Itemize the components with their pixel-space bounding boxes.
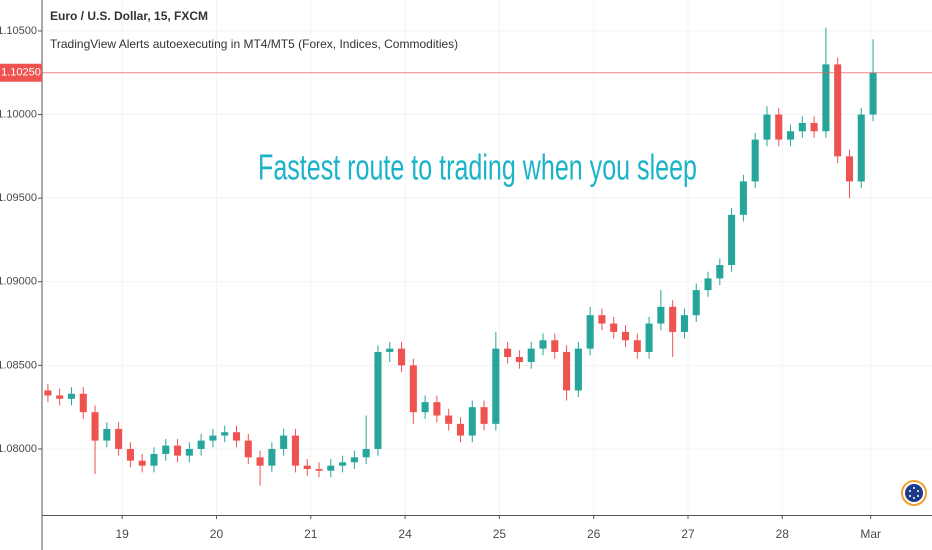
y-tick-label: 1.10000	[0, 108, 37, 120]
y-tick-label: 1.09500	[0, 192, 37, 204]
chart-title: Euro / U.S. Dollar, 15, FXCM	[50, 9, 208, 23]
candle-body	[787, 131, 795, 140]
candle-body	[551, 340, 559, 352]
y-tick-label: 1.09000	[0, 276, 37, 288]
candle-body	[680, 315, 688, 332]
candle-body	[174, 445, 182, 456]
candle-body	[563, 351, 571, 391]
candle-body	[610, 323, 618, 332]
candles	[42, 27, 932, 486]
candle-body	[798, 122, 806, 132]
x-tick-label: 24	[398, 527, 412, 541]
candle-body	[162, 445, 170, 454]
candle-body	[763, 114, 771, 140]
candle-body	[256, 457, 264, 466]
candle-body	[327, 465, 335, 471]
chart-subtitle: TradingView Alerts autoexecuting in MT4/…	[50, 37, 458, 51]
candle-body	[445, 415, 453, 424]
candle-body	[232, 432, 241, 441]
candle-body	[621, 331, 630, 341]
x-tick-label: 20	[210, 527, 224, 541]
candle-body	[834, 64, 842, 157]
candle-body	[492, 348, 500, 424]
x-tick-label: 19	[115, 527, 129, 541]
candle-body	[138, 460, 146, 466]
candle-body	[339, 462, 347, 466]
candle-body	[315, 469, 323, 471]
candle-body	[751, 139, 759, 182]
candle-body	[433, 402, 441, 416]
candle-body	[280, 435, 288, 449]
candle-body	[197, 440, 205, 449]
candle-body	[409, 365, 417, 413]
price-label-box	[0, 63, 42, 82]
x-tick-label: Mar	[860, 527, 881, 541]
candle-body	[221, 432, 229, 436]
candle-body	[633, 340, 641, 352]
candle-body	[209, 435, 217, 441]
annotation: Fastest route to trading when you sleep	[258, 147, 697, 188]
candle-body	[150, 453, 158, 466]
candle-body	[586, 315, 594, 349]
candle-body	[869, 72, 877, 115]
candle-body	[822, 64, 830, 132]
x-tick-label: 28	[776, 527, 790, 541]
candle-body	[574, 348, 582, 391]
x-tick-label: 27	[681, 527, 695, 541]
candle-body	[185, 448, 193, 456]
logo-icon	[901, 480, 927, 506]
candle-body	[845, 156, 854, 182]
candle-body	[539, 340, 547, 349]
candle-body	[44, 390, 52, 396]
candle-body	[56, 395, 64, 399]
candle-body	[79, 393, 87, 413]
candle-body	[456, 423, 465, 436]
candle-body	[716, 265, 724, 279]
candle-body	[126, 448, 134, 461]
candle-body	[857, 114, 865, 182]
candle-body	[244, 440, 252, 458]
candle-body	[739, 181, 747, 215]
candle-body	[645, 323, 653, 352]
candle-body	[91, 412, 99, 441]
candle-body	[480, 407, 488, 424]
candle-body	[515, 356, 523, 363]
x-tick-label: 25	[493, 527, 507, 541]
grid	[42, 0, 932, 515]
price-label: 1.10250	[1, 67, 41, 79]
candle-body	[810, 122, 818, 132]
candle-body	[421, 402, 429, 413]
candle-body	[669, 306, 677, 332]
x-tick-label: 21	[304, 527, 318, 541]
candle-body	[291, 435, 299, 466]
candle-body	[268, 448, 276, 466]
candle-body	[362, 448, 370, 458]
candle-body	[350, 457, 358, 463]
candle-body	[728, 214, 736, 266]
candle-body	[704, 278, 712, 291]
y-tick-label: 1.08500	[0, 359, 37, 371]
candle-body	[103, 428, 111, 441]
candle-body	[115, 428, 123, 449]
x-tick-label: 26	[587, 527, 601, 541]
candle-body	[598, 315, 606, 324]
axes: 1.08000 1.08500 1.09000 1.09500 1.10000 1.105…	[0, 25, 881, 541]
y-tick-label: 1.08000	[0, 443, 37, 455]
candle-body	[775, 114, 783, 140]
candle-body	[468, 407, 476, 436]
candle-body	[657, 306, 665, 324]
candle-body	[303, 465, 311, 470]
candle-body	[67, 393, 76, 399]
candle-body	[374, 351, 382, 449]
candle-body	[527, 348, 535, 363]
candle-body	[398, 348, 406, 366]
y-tick-label: 1.10500	[0, 25, 37, 37]
candle-body	[386, 348, 394, 352]
candle-body	[692, 290, 700, 316]
candle-body	[504, 348, 512, 357]
